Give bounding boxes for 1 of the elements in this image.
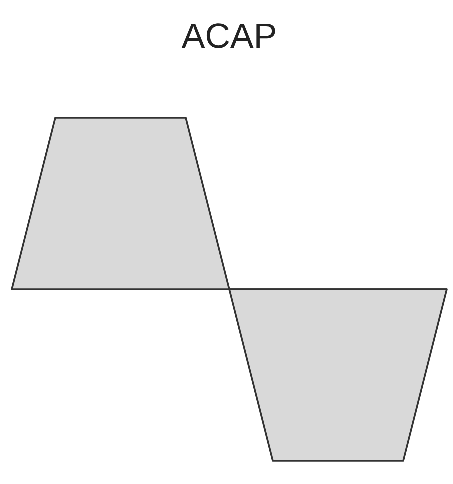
chart-title: ACAP — [182, 24, 276, 48]
